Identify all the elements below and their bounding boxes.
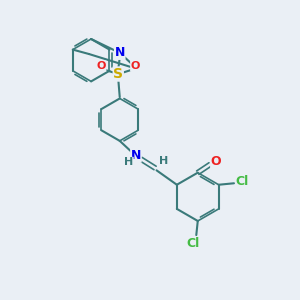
Text: N: N — [131, 149, 141, 162]
Text: S: S — [113, 67, 123, 81]
Text: H: H — [124, 158, 133, 167]
Text: Cl: Cl — [187, 237, 200, 250]
Text: H: H — [159, 157, 169, 166]
Text: Cl: Cl — [236, 175, 249, 188]
Text: O: O — [130, 61, 140, 71]
Text: O: O — [211, 155, 221, 168]
Text: N: N — [115, 46, 125, 59]
Text: O: O — [97, 61, 106, 71]
